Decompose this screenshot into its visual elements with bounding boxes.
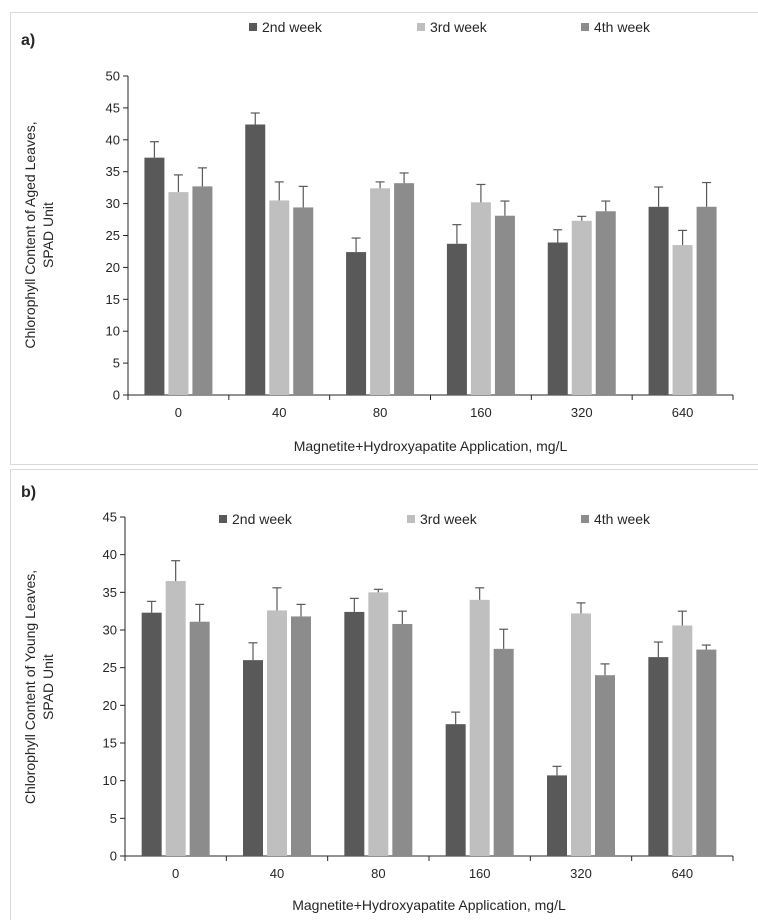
x-tick-label: 320 — [570, 866, 592, 881]
panel-label: b) — [21, 484, 36, 501]
bar — [494, 215, 515, 395]
bar — [595, 675, 615, 856]
x-tick-label: 0 — [172, 866, 179, 881]
bar — [470, 202, 491, 395]
bar — [368, 592, 389, 856]
y-tick-label: 30 — [103, 623, 117, 638]
legend-label: 2nd week — [232, 511, 293, 527]
legend-label: 4th week — [594, 19, 651, 35]
y-tick-label: 25 — [103, 660, 117, 675]
bar — [571, 613, 591, 856]
x-tick-label: 160 — [469, 866, 491, 881]
y-tick-label: 40 — [106, 132, 120, 147]
bar — [293, 207, 314, 395]
y-tick-label: 10 — [103, 773, 117, 788]
bar — [189, 621, 210, 856]
bar — [192, 186, 213, 395]
y-tick-label: 35 — [106, 164, 120, 179]
bar — [595, 211, 616, 395]
bar — [648, 206, 669, 395]
legend-entry: 3rd week — [407, 511, 478, 527]
legend-entry: 2nd week — [219, 511, 293, 527]
bar — [672, 245, 693, 395]
legend-entry: 4th week — [581, 19, 651, 35]
y-axis-label: SPAD Unit — [40, 202, 56, 268]
x-tick-label: 80 — [371, 866, 385, 881]
y-tick-label: 50 — [106, 69, 120, 84]
panel-label: a) — [21, 32, 35, 49]
y-tick-label: 30 — [106, 196, 120, 211]
bar — [648, 657, 669, 856]
bar — [346, 252, 367, 395]
y-tick-label: 35 — [103, 585, 117, 600]
x-axis-label: Magnetite+Hydroxyapatite Application, mg… — [292, 897, 566, 913]
legend-label: 4th week — [594, 511, 651, 527]
bar — [446, 243, 467, 395]
x-tick-label: 40 — [270, 866, 284, 881]
x-axis-label: Magnetite+Hydroxyapatite Application, mg… — [294, 438, 568, 454]
legend-swatch — [581, 23, 589, 31]
legend-swatch — [249, 23, 257, 31]
legend-swatch — [219, 515, 227, 523]
y-tick-label: 15 — [106, 292, 120, 307]
x-tick-label: 40 — [272, 405, 286, 420]
chart-b-svg: b) 0 5 10 15 20 25 30 35 40 45 0 40 80 160 320 640 2nd we… — [21, 484, 734, 913]
bar — [672, 625, 693, 856]
bar — [392, 623, 413, 856]
bar — [144, 157, 165, 395]
y-tick-label: 45 — [106, 100, 120, 115]
bar — [291, 616, 311, 856]
legend-entry: 2nd week — [249, 19, 323, 35]
bar — [243, 660, 263, 856]
y-tick-label: 25 — [106, 228, 120, 243]
x-tick-label: 320 — [571, 405, 593, 420]
legend-label: 2nd week — [262, 19, 323, 35]
chart-a-svg: a) 0 5 10 15 20 25 30 35 40 45 50 0 40 80 160 320 640 2nd … — [21, 19, 734, 454]
y-tick-label: 5 — [110, 811, 117, 826]
legend-swatch — [581, 515, 589, 523]
x-tick-label: 160 — [470, 405, 492, 420]
y-tick-label: 15 — [103, 736, 117, 751]
x-tick-label: 0 — [175, 405, 182, 420]
y-tick-label: 0 — [110, 849, 117, 864]
legend-swatch — [417, 23, 425, 31]
bar — [493, 648, 514, 856]
x-tick-label: 640 — [672, 405, 694, 420]
y-tick-label: 20 — [106, 260, 120, 275]
bar — [165, 581, 186, 856]
legend-entry: 3rd week — [417, 19, 488, 35]
bar — [469, 599, 490, 856]
bar — [267, 610, 287, 856]
bar — [141, 612, 162, 856]
legend-label: 3rd week — [430, 19, 488, 35]
legend-label: 3rd week — [420, 511, 478, 527]
bar — [168, 192, 189, 395]
x-tick-label: 640 — [671, 866, 693, 881]
bar — [370, 188, 391, 395]
y-axis-label: SPAD Unit — [40, 654, 56, 720]
y-tick-label: 40 — [103, 547, 117, 562]
legend-entry: 4th week — [581, 511, 651, 527]
y-tick-label: 20 — [103, 698, 117, 713]
bar — [696, 649, 717, 856]
bar — [696, 206, 717, 395]
y-tick-label: 10 — [106, 324, 120, 339]
y-axis-label: Chlorophyll Content of Young Leaves, — [22, 570, 38, 804]
y-tick-label: 45 — [103, 510, 117, 525]
x-tick-label: 80 — [373, 405, 387, 420]
bar — [245, 124, 266, 395]
bar — [394, 183, 415, 395]
chart-panel-a: a) 0 5 10 15 20 25 30 35 40 45 50 0 40 80 160 320 640 2nd … — [10, 12, 758, 465]
bar — [547, 242, 568, 395]
y-tick-label: 0 — [113, 388, 120, 403]
y-tick-label: 5 — [113, 356, 120, 371]
bar — [571, 220, 592, 395]
bar — [445, 724, 466, 856]
y-axis-label: Chlorophyll Content of Aged Leaves, — [22, 121, 38, 348]
bar — [547, 775, 567, 856]
chart-panel-b: b) 0 5 10 15 20 25 30 35 40 45 0 40 80 160 320 640 2nd we… — [10, 469, 758, 920]
bar — [269, 200, 290, 395]
bar — [344, 611, 365, 856]
legend-swatch — [407, 515, 415, 523]
